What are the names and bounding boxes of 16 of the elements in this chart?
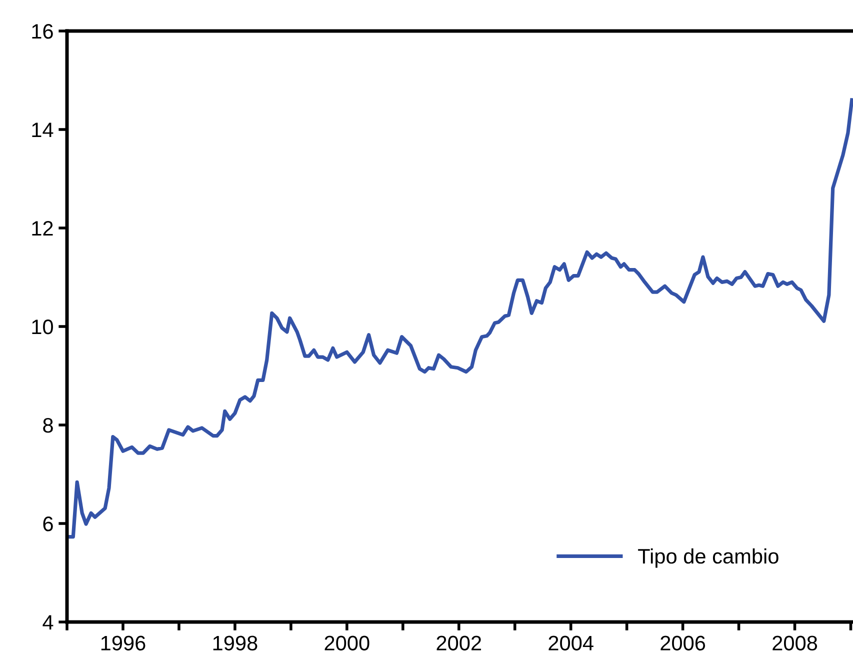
y-tick-label: 6 — [43, 516, 53, 532]
y-tick-label: 12 — [32, 221, 53, 236]
x-tick-label: 2002 — [436, 636, 482, 650]
x-tick-label: 2004 — [548, 636, 594, 650]
legend-label: Tipo de cambio — [638, 548, 778, 568]
x-tick-label: 2008 — [772, 636, 818, 650]
x-tick-label: 1996 — [101, 636, 146, 650]
y-tick-label: 14 — [32, 122, 54, 138]
line-series — [67, 98, 853, 539]
x-tick-label: 2006 — [660, 636, 706, 650]
y-tick-label: 10 — [32, 320, 53, 334]
x-tick-label: 2000 — [324, 636, 370, 650]
x-tick-label: 1998 — [213, 636, 258, 650]
y-tick-label: 16 — [32, 24, 53, 39]
y-tick-label: 4 — [42, 615, 54, 630]
y-tick-label: 8 — [43, 418, 53, 433]
